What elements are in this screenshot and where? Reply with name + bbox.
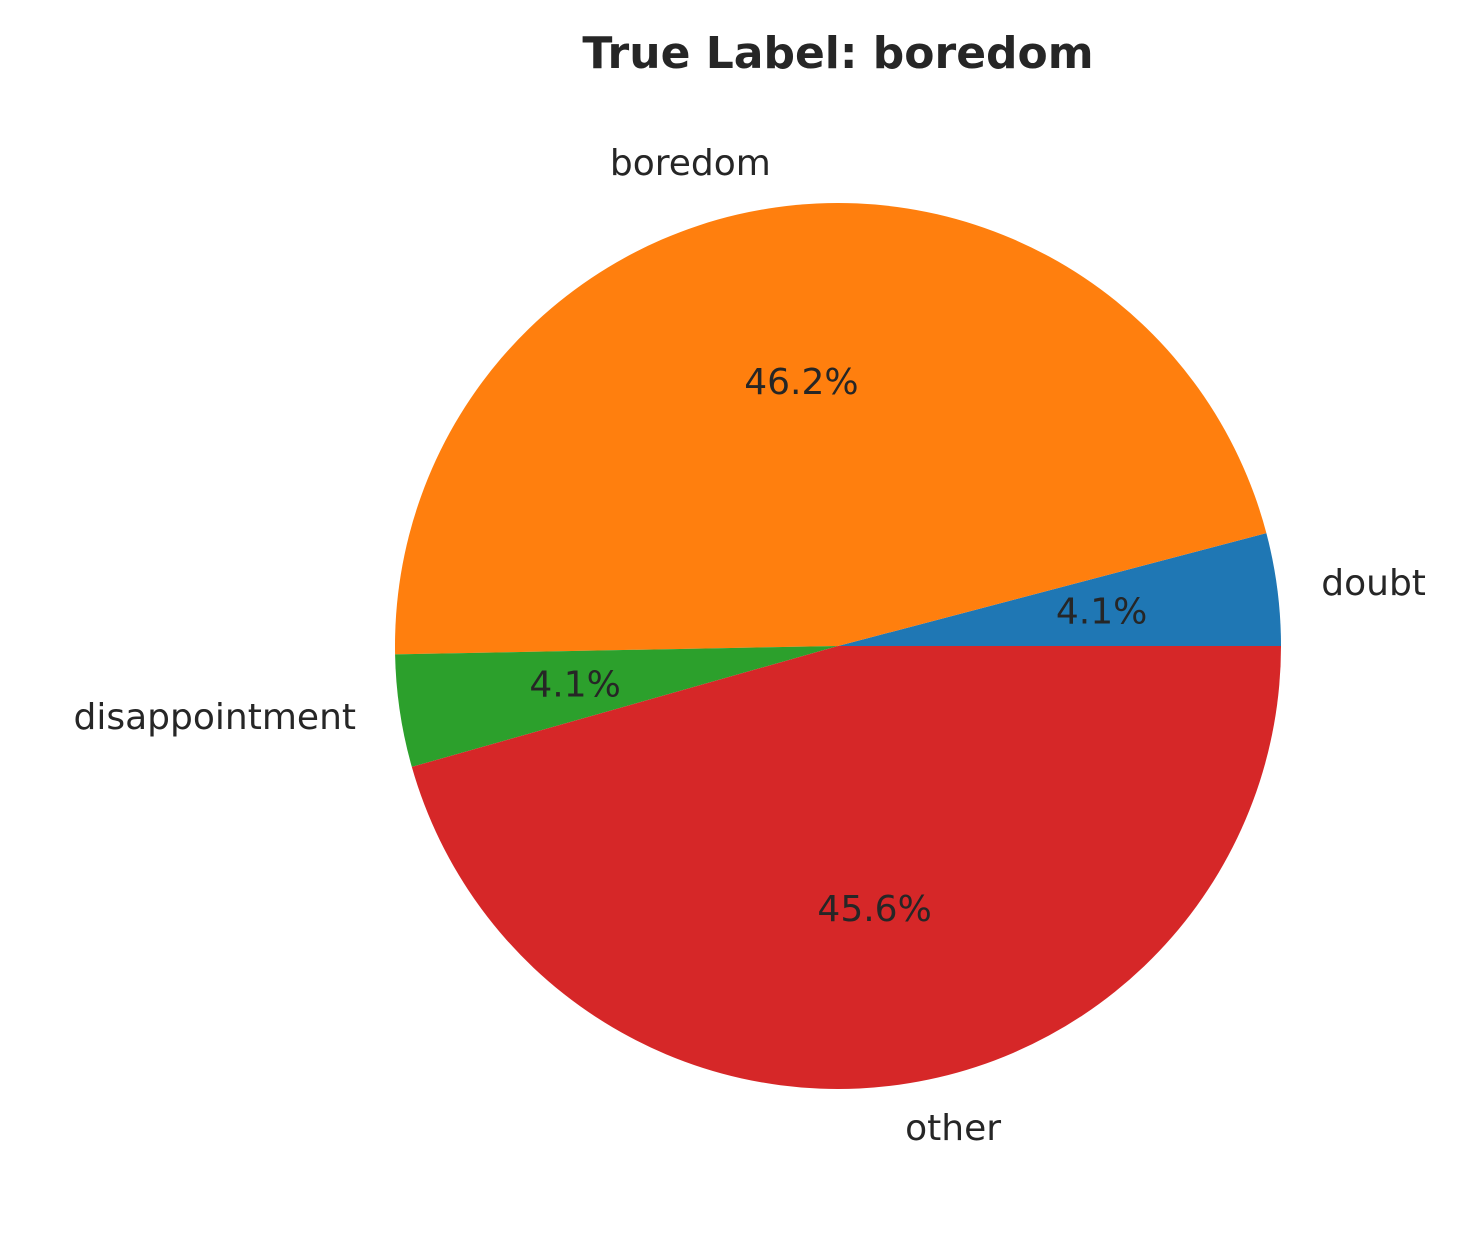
category-labels: doubt boredom disappointment other (74, 143, 1426, 1149)
pie-slices (395, 202, 1281, 1089)
pie-slice-doubt (838, 533, 1281, 646)
category-label-disappointment: disappointment (74, 697, 356, 738)
chart-title: True Label: boredom (582, 28, 1093, 79)
percent-label-boredom: 46.2% (744, 362, 858, 403)
category-label-boredom: boredom (610, 143, 771, 184)
percent-label-doubt: 4.1% (1056, 591, 1147, 632)
pie-slice-other (411, 646, 1281, 1089)
pie-slice-disappointment (395, 646, 838, 767)
percent-labels: 4.1% 46.2% 4.1% 45.6% (529, 362, 1147, 930)
category-label-other: other (905, 1108, 1001, 1149)
category-label-doubt: doubt (1321, 563, 1426, 604)
pie-slice-boredom (395, 202, 1267, 655)
percent-label-disappointment: 4.1% (529, 665, 620, 706)
percent-label-other: 45.6% (817, 889, 931, 930)
